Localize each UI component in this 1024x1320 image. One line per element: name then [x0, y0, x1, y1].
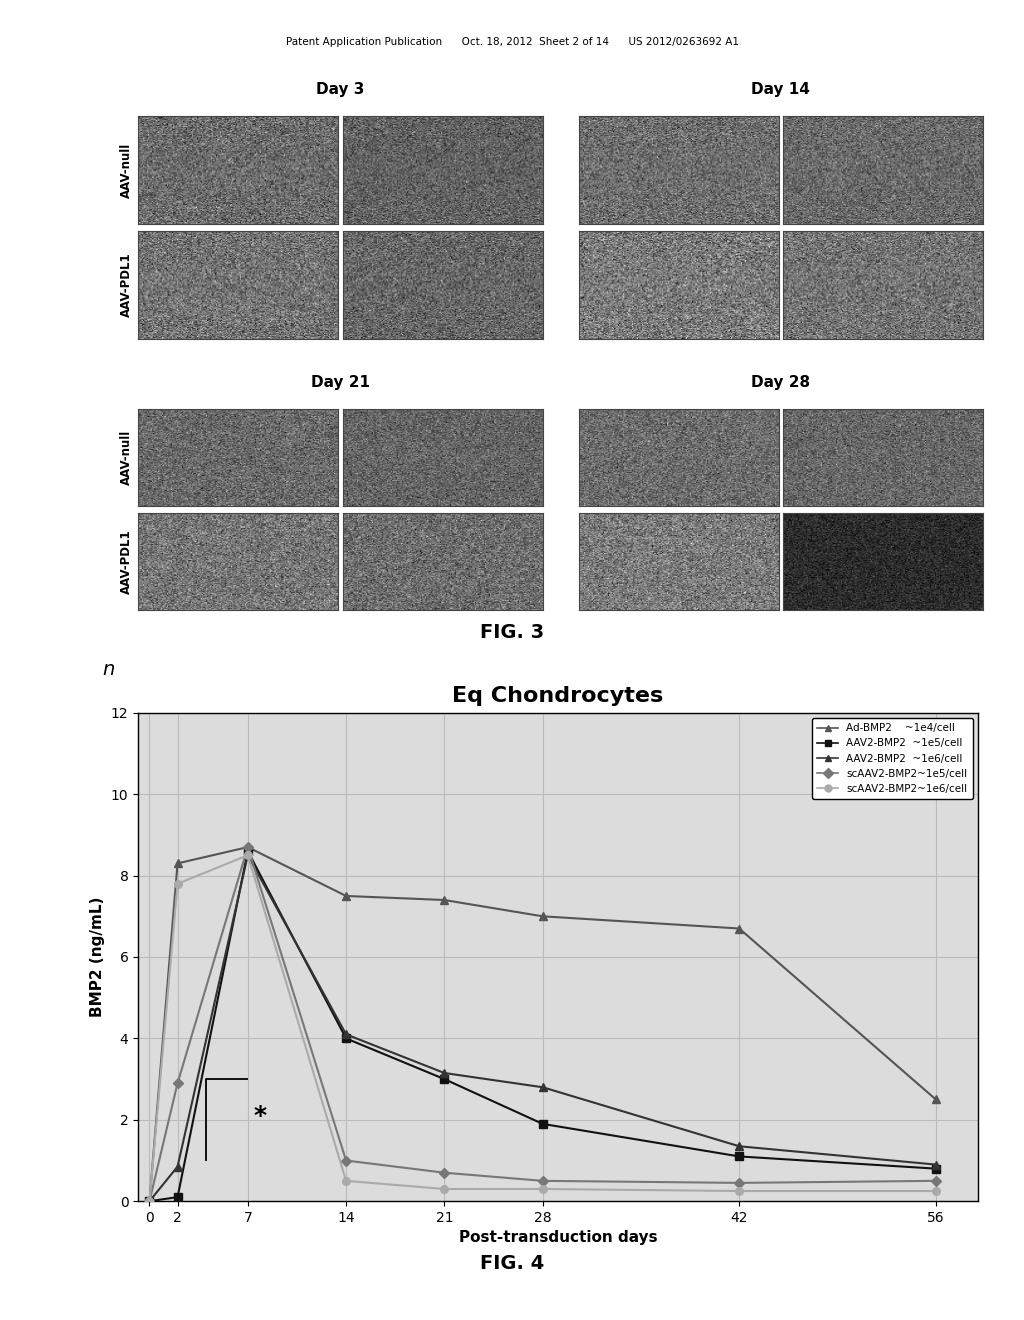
- Text: AAV-PDL1: AAV-PDL1: [120, 253, 133, 317]
- Text: FIG. 3: FIG. 3: [480, 623, 544, 642]
- Text: Day 21: Day 21: [311, 375, 370, 389]
- Text: Day 28: Day 28: [752, 375, 810, 389]
- Text: *: *: [253, 1104, 266, 1127]
- Title: Eq Chondrocytes: Eq Chondrocytes: [453, 685, 664, 706]
- Text: Day 3: Day 3: [316, 82, 365, 96]
- Text: n: n: [102, 660, 115, 678]
- Legend: Ad-BMP2    ~1e4/cell, AAV2-BMP2  ~1e5/cell, AAV2-BMP2  ~1e6/cell, scAAV2-BMP2~1e: Ad-BMP2 ~1e4/cell, AAV2-BMP2 ~1e5/cell, …: [812, 718, 973, 799]
- Text: Day 14: Day 14: [752, 82, 810, 96]
- Text: Patent Application Publication      Oct. 18, 2012  Sheet 2 of 14      US 2012/02: Patent Application Publication Oct. 18, …: [286, 37, 738, 48]
- X-axis label: Post-transduction days: Post-transduction days: [459, 1230, 657, 1246]
- Text: AAV-null: AAV-null: [120, 430, 133, 486]
- Text: AAV-null: AAV-null: [120, 143, 133, 198]
- Text: FIG. 4: FIG. 4: [480, 1254, 544, 1272]
- Y-axis label: BMP2 (ng/mL): BMP2 (ng/mL): [90, 896, 105, 1018]
- Text: AAV-PDL1: AAV-PDL1: [120, 529, 133, 594]
